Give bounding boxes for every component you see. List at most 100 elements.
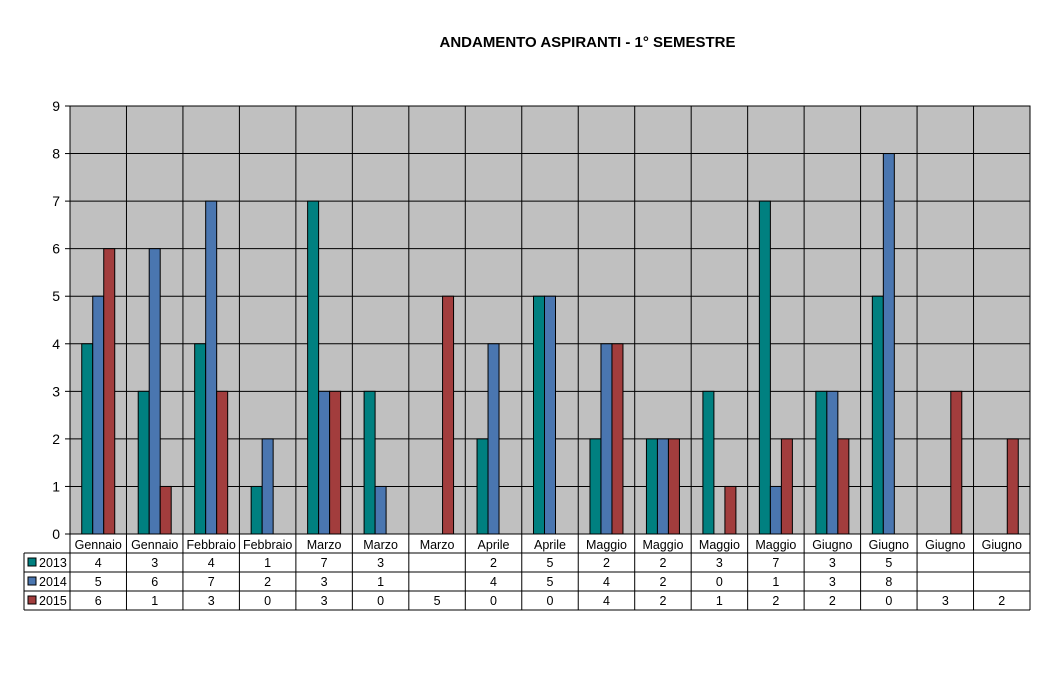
bar-2015 xyxy=(159,485,172,535)
bar-2013 xyxy=(533,295,545,535)
data-label: 2 xyxy=(603,556,610,570)
bar-2013 xyxy=(307,200,320,535)
bar-2014 xyxy=(826,390,839,535)
data-label: 4 xyxy=(95,556,102,570)
bar-2013 xyxy=(645,438,658,535)
data-label: 1 xyxy=(151,594,158,608)
bar-2015 xyxy=(667,438,680,535)
data-label: 5 xyxy=(885,556,892,570)
bar-2015 xyxy=(611,343,624,535)
x-tick-label: Aprile xyxy=(478,538,510,552)
data-label: 3 xyxy=(321,575,328,589)
bar-2015 xyxy=(103,248,116,535)
bar-2014 xyxy=(487,343,500,535)
data-label: 1 xyxy=(716,594,723,608)
bar-2013 xyxy=(363,390,376,535)
bar-2014 xyxy=(882,153,895,535)
y-tick-label: 3 xyxy=(52,383,60,399)
data-label: 2 xyxy=(659,556,666,570)
bar-2015 xyxy=(1006,438,1019,535)
data-label: 4 xyxy=(603,575,610,589)
bar-2014 xyxy=(205,200,218,535)
x-tick-label: Maggio xyxy=(699,538,740,552)
data-label: 7 xyxy=(321,556,328,570)
bar-2013 xyxy=(81,343,94,535)
y-tick-label: 6 xyxy=(52,241,60,257)
bar-2015 xyxy=(329,390,342,535)
data-label: 0 xyxy=(716,575,723,589)
data-label: 0 xyxy=(490,594,497,608)
data-label: 4 xyxy=(208,556,215,570)
y-tick-label: 2 xyxy=(52,431,60,447)
data-label: 5 xyxy=(434,594,441,608)
data-label: 3 xyxy=(829,575,836,589)
x-tick-label: Maggio xyxy=(642,538,683,552)
x-tick-label: Maggio xyxy=(586,538,627,552)
y-tick-label: 4 xyxy=(52,336,60,352)
x-tick-label: Marzo xyxy=(420,538,455,552)
x-tick-label: Gennaio xyxy=(75,538,122,552)
data-label: 0 xyxy=(264,594,271,608)
bar-2015 xyxy=(724,485,737,535)
data-label: 2 xyxy=(659,575,666,589)
data-label: 2 xyxy=(829,594,836,608)
y-tick-label: 7 xyxy=(52,193,60,209)
x-tick-label: Marzo xyxy=(307,538,342,552)
data-label: 3 xyxy=(321,594,328,608)
data-label: 7 xyxy=(772,556,779,570)
legend-label: 2015 xyxy=(39,594,67,608)
bar-2013 xyxy=(137,390,150,535)
data-label: 3 xyxy=(151,556,158,570)
bar-2013 xyxy=(871,295,884,535)
data-label: 3 xyxy=(208,594,215,608)
data-label: 6 xyxy=(151,575,158,589)
bar-2014 xyxy=(92,295,105,535)
x-tick-label: Marzo xyxy=(363,538,398,552)
bar-2013 xyxy=(250,485,263,535)
data-label: 8 xyxy=(885,575,892,589)
data-label: 4 xyxy=(603,594,610,608)
data-label: 0 xyxy=(547,594,554,608)
legend-label: 2014 xyxy=(39,575,67,589)
y-tick-label: 9 xyxy=(52,98,60,114)
bar-2015 xyxy=(950,390,963,535)
chart-title: ANDAMENTO ASPIRANTI - 1° SEMESTRE xyxy=(439,34,736,51)
x-tick-label: Febbraio xyxy=(187,538,236,552)
data-label: 0 xyxy=(885,594,892,608)
data-label: 4 xyxy=(490,575,497,589)
data-label: 2 xyxy=(264,575,271,589)
x-tick-label: Aprile xyxy=(534,538,566,552)
data-label: 3 xyxy=(716,556,723,570)
bar-2013 xyxy=(194,343,207,535)
bar-2013 xyxy=(476,438,489,535)
y-tick-label: 0 xyxy=(52,526,60,542)
bar-2015 xyxy=(442,295,455,535)
data-label: 1 xyxy=(264,556,271,570)
legend-key-2015 xyxy=(27,595,37,605)
x-tick-label: Gennaio xyxy=(131,538,178,552)
data-label: 5 xyxy=(95,575,102,589)
bar-2014 xyxy=(769,485,782,535)
legend-label: 2013 xyxy=(39,556,67,570)
bar-2015 xyxy=(216,390,229,535)
data-label: 2 xyxy=(490,556,497,570)
legend-key-2014 xyxy=(27,576,37,586)
x-tick-label: Maggio xyxy=(755,538,796,552)
data-label: 6 xyxy=(95,594,102,608)
x-tick-label: Giugno xyxy=(925,538,965,552)
bar-2014 xyxy=(600,343,613,535)
data-label: 1 xyxy=(772,575,779,589)
bar-2013 xyxy=(702,390,715,535)
bar-2014 xyxy=(148,248,161,535)
data-label: 2 xyxy=(772,594,779,608)
bar-2015 xyxy=(837,438,850,535)
data-label: 5 xyxy=(547,575,554,589)
bar-2014 xyxy=(261,438,274,535)
data-label: 3 xyxy=(377,556,384,570)
data-label: 2 xyxy=(659,594,666,608)
bar-2013 xyxy=(589,438,602,535)
bar-2014 xyxy=(544,295,556,535)
legend-key-2013 xyxy=(27,557,37,567)
bar-2013 xyxy=(758,200,771,535)
